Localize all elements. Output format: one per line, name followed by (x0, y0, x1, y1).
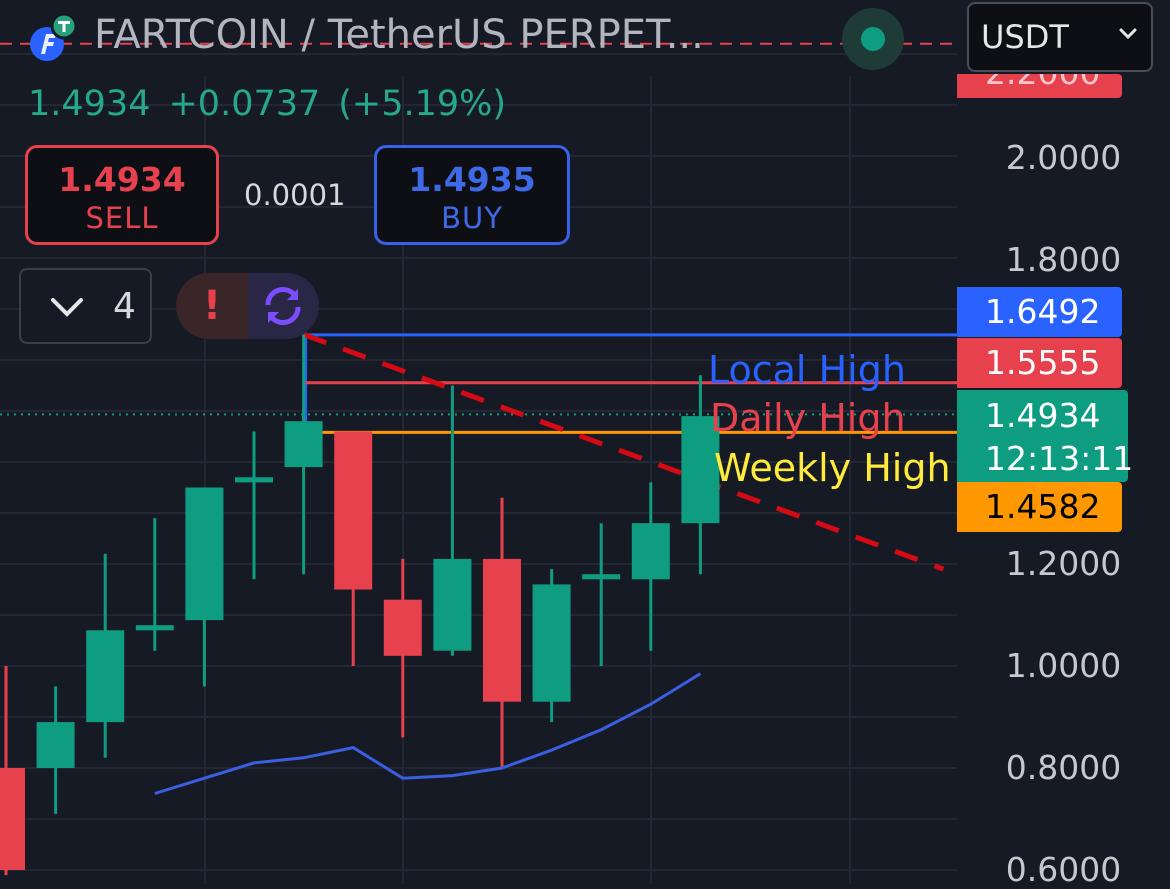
price-summary: 1.4934 +0.0737 (+5.19%) (28, 84, 524, 124)
candle-body (86, 630, 125, 723)
moving-average-line (154, 672, 702, 795)
market-status-indicator[interactable] (842, 8, 904, 70)
sell-button[interactable]: 1.4934 SELL (25, 145, 219, 245)
candle (36, 686, 75, 814)
trendline-layer (302, 332, 945, 572)
local-high-price-badge: 1.6492 (957, 287, 1122, 337)
moving-average-layer (154, 672, 702, 795)
candle-body (185, 487, 224, 621)
candle-body (582, 574, 621, 580)
candle (582, 523, 621, 666)
y-tick: 1.2000 (1005, 544, 1122, 583)
candle (483, 497, 521, 768)
status-dot (861, 27, 885, 51)
y-tick: 0.8000 (1005, 748, 1122, 787)
last-price: 1.4934 (28, 84, 151, 124)
currency-select[interactable]: USDT (967, 2, 1153, 72)
current-price-badge: 1.4934 12:13:11 (957, 390, 1134, 482)
candle (631, 482, 670, 651)
daily-high-label: Daily High (710, 396, 906, 440)
candle (135, 518, 174, 651)
candle-body (631, 523, 670, 580)
candle (284, 334, 323, 575)
candle-body (383, 599, 422, 656)
candle-body (0, 768, 25, 870)
sync-button[interactable] (248, 273, 319, 339)
alert-group: ! (176, 273, 319, 339)
weekly-high-label: Weekly High (714, 446, 951, 490)
y-tick: 1.0000 (1005, 646, 1122, 685)
buy-button[interactable]: 1.4935 BUY (374, 145, 570, 245)
candles-layer (0, 334, 720, 876)
weekly-high-price-badge: 1.4582 (957, 482, 1122, 532)
candle-countdown: 12:13:11 (985, 439, 1134, 478)
buy-label: BUY (441, 201, 503, 235)
candle (532, 569, 571, 723)
candle-body (681, 416, 720, 524)
candle-body (235, 477, 273, 483)
candle (0, 666, 25, 876)
candle-body (36, 722, 75, 768)
spread-value: 0.0001 (244, 178, 346, 212)
candle (235, 431, 273, 580)
candle (86, 553, 125, 758)
candle (681, 375, 720, 575)
y-tick: 1.8000 (1005, 240, 1122, 279)
candle (334, 431, 373, 666)
candle-body (334, 431, 373, 590)
y-tick: 0.6000 (1005, 850, 1122, 889)
current-price-value: 1.4934 (985, 396, 1101, 435)
candle-body (483, 558, 521, 702)
sync-icon (265, 286, 301, 326)
y-tick: 2.0000 (1005, 138, 1122, 177)
buy-price: 1.4935 (408, 160, 536, 199)
alert-icon[interactable]: ! (202, 283, 222, 329)
price-levels (0, 333, 957, 434)
chevron-down-icon (51, 298, 83, 317)
currency-value: USDT (981, 18, 1069, 56)
candle-body (135, 625, 174, 631)
indicators-toggle-button[interactable]: 4 (19, 268, 152, 344)
daily-high-price-badge: 1.5555 (957, 338, 1122, 388)
candle-body (532, 584, 571, 702)
sell-label: SELL (85, 201, 159, 235)
indicators-count: 4 (113, 286, 136, 327)
candle (433, 385, 472, 656)
symbol-title[interactable]: FARTCOIN / TetherUS PERPET... (94, 12, 704, 58)
trendline (302, 332, 945, 572)
candle (383, 558, 422, 738)
candle-body (433, 558, 472, 651)
chevron-down-icon (1119, 28, 1137, 40)
local-high-label: Local High (708, 348, 906, 392)
price-change: +0.0737 (168, 84, 321, 124)
sell-price: 1.4934 (58, 160, 186, 199)
candle (185, 487, 224, 687)
candle-body (284, 421, 323, 468)
axis-badge-partial: 2.2000 (957, 74, 1122, 98)
price-change-pct: (+5.19%) (338, 84, 507, 124)
fartcoin-icon (30, 12, 78, 61)
